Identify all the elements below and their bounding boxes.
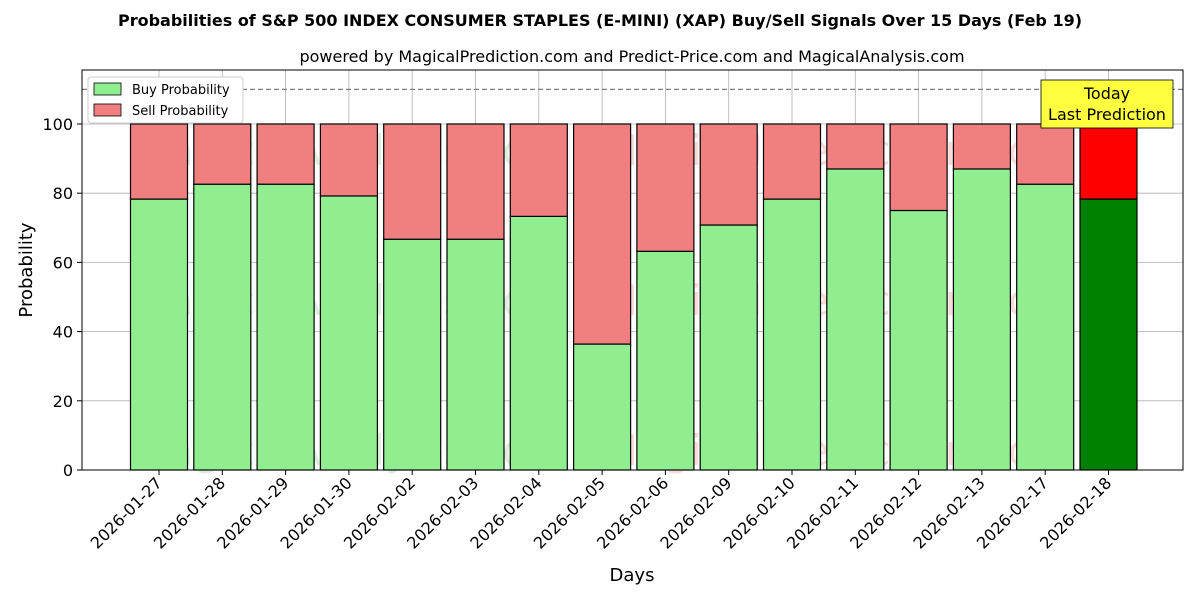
sell-bar [193, 123, 252, 185]
legend-label: Sell Probability [132, 104, 229, 119]
sell-bar [762, 123, 822, 200]
buy-bar [889, 209, 948, 471]
buy-bar [762, 198, 822, 471]
y-tick-label: 20 [53, 392, 73, 411]
today-annotation-box [1040, 79, 1174, 129]
y-tick-label: 100 [42, 115, 73, 134]
sell-bar [572, 123, 632, 345]
buy-bar [1016, 183, 1075, 471]
sell-bar [129, 123, 189, 200]
buy-bar [129, 198, 189, 471]
x-axis-label: Days [610, 565, 655, 586]
chart-title: Probabilities of S&P 500 INDEX CONSUMER … [118, 11, 1082, 30]
sell-bar [446, 123, 505, 240]
sell-bar [256, 123, 315, 185]
buy-bar [826, 168, 885, 471]
sell-bar [509, 123, 568, 217]
sell-bar [319, 123, 378, 197]
today-annotation-line1: Today [1083, 84, 1130, 103]
buy-bar [193, 183, 252, 471]
buy-bar [636, 250, 695, 471]
legend-swatch [93, 82, 122, 96]
buy-bar [319, 195, 378, 471]
sell-bar [952, 123, 1012, 170]
y-tick-label: 40 [53, 323, 73, 342]
buy-bar [952, 168, 1012, 471]
buy-bar [256, 183, 315, 471]
buy-bar [383, 238, 442, 471]
chart-subtitle: powered by MagicalPrediction.com and Pre… [299, 47, 964, 66]
legend-label: Buy Probability [132, 83, 230, 98]
y-axis-label: Probability [16, 222, 37, 317]
sell-bar [699, 123, 758, 226]
buy-bar [1079, 198, 1138, 471]
y-tick-label: 60 [53, 253, 73, 272]
legend-swatch [93, 103, 122, 117]
sell-bar [383, 123, 442, 240]
sell-bar [636, 123, 695, 252]
buy-bar [446, 238, 505, 471]
y-tick-label: 80 [53, 184, 73, 203]
buy-bar [699, 224, 758, 471]
sell-bar [1016, 123, 1075, 185]
sell-bar [826, 123, 885, 170]
buy-bar [509, 215, 568, 471]
today-annotation-line2: Last Prediction [1048, 105, 1166, 124]
y-tick-label: 0 [63, 461, 73, 480]
buy-bar [572, 343, 632, 471]
legend-box [87, 76, 244, 124]
sell-bar [1079, 123, 1138, 200]
sell-bar [889, 123, 948, 212]
plot-frame [81, 69, 1184, 471]
